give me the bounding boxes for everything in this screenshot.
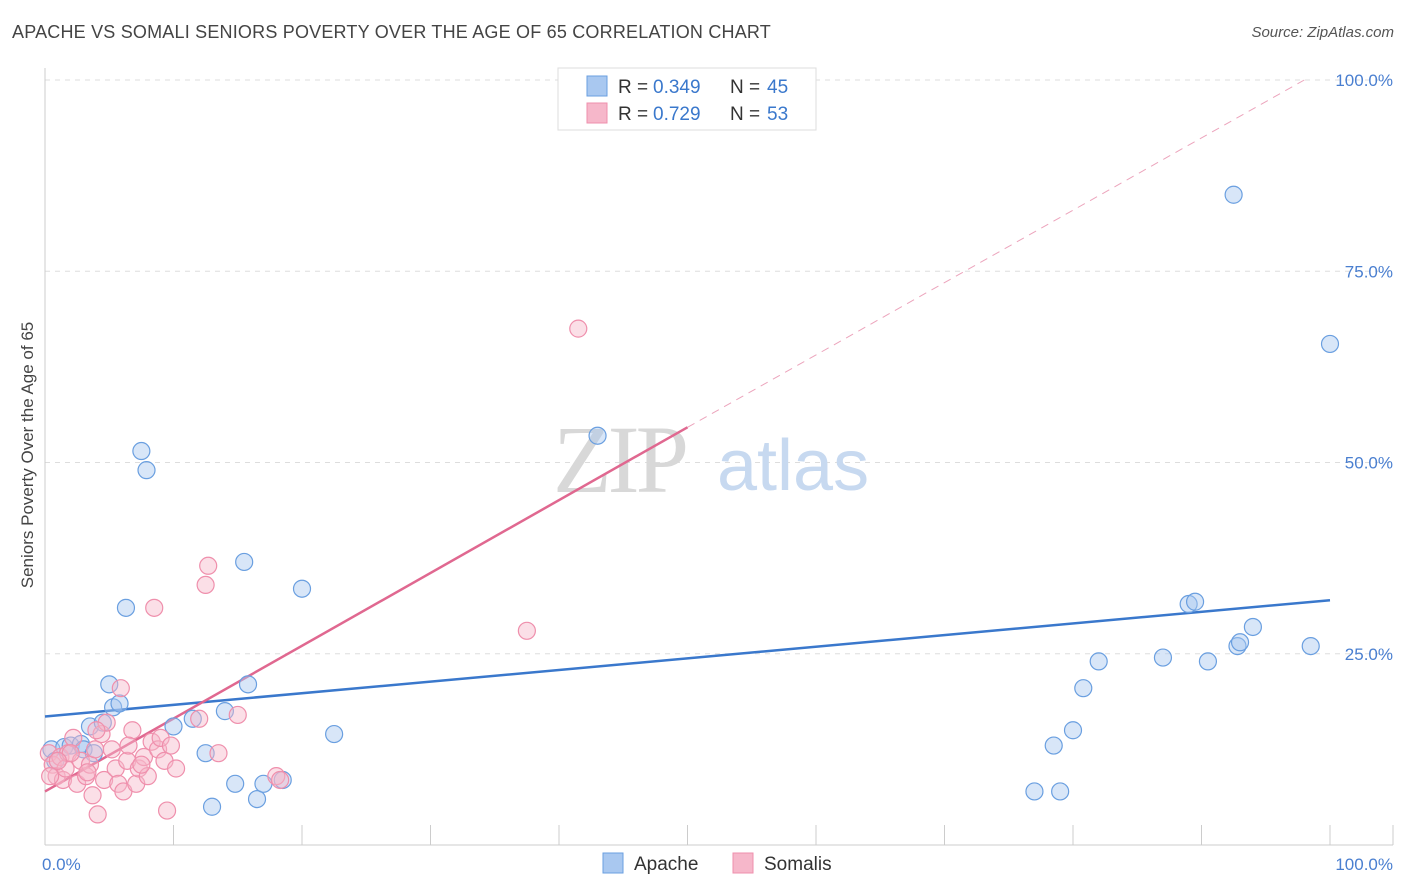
point-somalis-7: [64, 728, 83, 748]
point-somalis-18: [102, 740, 121, 759]
legend-somali-swatch: [586, 102, 608, 124]
point-apache-42: [1243, 617, 1263, 637]
point-apache-16: [183, 709, 202, 728]
point-somalis-36: [166, 759, 186, 778]
point-apache-17: [196, 744, 215, 763]
point-somalis-28: [138, 767, 157, 786]
legend-stats: R = 0.349 N = 45 R = 0.729 N = 53: [557, 67, 817, 131]
legend-apache-r-label: R =: [618, 77, 648, 98]
point-somalis-37: [190, 709, 209, 728]
point-apache-44: [1320, 334, 1340, 354]
legend-somali-r-value: 0.729: [653, 104, 701, 125]
trendline-apache-0: [44, 598, 1331, 718]
legend-bottom-apache-label: Apache: [634, 854, 698, 875]
watermark-atlas: atlas: [717, 426, 869, 506]
point-apache-20: [226, 774, 245, 793]
point-somalis-24: [123, 721, 142, 740]
legend-somali-n-label: N =: [730, 104, 760, 125]
y-axis-label: Seniors Poverty Over the Age of 65: [18, 322, 37, 588]
y-tick-label-100: 100.0%: [1335, 71, 1393, 90]
legend-apache-r-value: 0.349: [653, 77, 701, 98]
trendlines: [44, 79, 1331, 793]
point-apache-29: [1025, 782, 1044, 801]
point-somalis-52: [41, 767, 60, 786]
point-apache-35: [1153, 648, 1173, 667]
point-somalis-30: [145, 598, 164, 617]
x-tick-label-0: 0.0%: [42, 855, 81, 874]
point-apache-9: [100, 675, 119, 694]
point-apache-32: [1063, 721, 1083, 740]
legend-bottom-somali-label: Somalis: [764, 854, 832, 875]
chart-title: APACHE VS SOMALI SENIORS POVERTY OVER TH…: [12, 22, 771, 42]
source-label: Source: ZipAtlas.com: [1251, 24, 1394, 41]
point-apache-38: [1198, 652, 1218, 671]
point-apache-34: [1089, 652, 1108, 671]
point-somalis-50: [78, 763, 97, 782]
legend-apache-n-value: 45: [767, 77, 788, 98]
point-somalis-47: [87, 721, 106, 740]
legend-apache-n-label: N =: [730, 77, 760, 98]
point-apache-14: [137, 461, 156, 480]
y-tick-label-50: 50.0%: [1345, 454, 1393, 473]
point-somalis-14: [88, 805, 107, 824]
point-somalis-40: [209, 744, 228, 763]
point-apache-18: [202, 797, 222, 816]
y-tick-label-25: 25.0%: [1345, 645, 1393, 664]
legend-bottom-somali-swatch: [732, 852, 754, 874]
legend-apache-swatch: [586, 75, 608, 97]
point-apache-39: [1224, 185, 1243, 204]
point-apache-41: [1230, 633, 1250, 652]
point-apache-23: [247, 789, 267, 809]
point-apache-26: [292, 579, 312, 598]
point-somalis-48: [119, 736, 138, 755]
point-apache-11: [110, 694, 129, 713]
y-tick-label-75: 75.0%: [1345, 262, 1393, 281]
point-somalis-51: [132, 755, 151, 774]
watermark: ZIP atlas: [553, 406, 869, 513]
x-tick-label-100: 100.0%: [1335, 855, 1393, 874]
point-somalis-16: [95, 770, 114, 790]
trendline-somalis-2: [687, 79, 1305, 428]
point-somalis-17: [97, 713, 116, 732]
legend-series: Apache Somalis: [602, 852, 832, 875]
point-apache-43: [1301, 636, 1320, 656]
point-somalis-34: [157, 801, 177, 820]
point-somalis-13: [86, 740, 105, 759]
legend-somali-n-value: 53: [767, 104, 788, 125]
point-somalis-38: [196, 575, 215, 595]
point-apache-27: [325, 724, 344, 744]
legend-bottom-apache-swatch: [602, 852, 624, 874]
legend-somali-r-label: R =: [618, 104, 648, 125]
tick-labels: 25.0% 50.0% 75.0% 100.0% 0.0% 100.0%: [42, 71, 1393, 874]
grid-lines: [45, 79, 1393, 655]
trendline-somalis-1: [44, 426, 689, 793]
point-somalis-41: [228, 705, 247, 725]
point-apache-30: [1044, 736, 1063, 755]
point-apache-33: [1074, 679, 1093, 698]
point-somalis-49: [48, 751, 67, 770]
point-somalis-43: [271, 770, 290, 790]
point-somalis-35: [161, 736, 181, 755]
point-apache-21: [235, 552, 254, 572]
point-apache-31: [1051, 782, 1070, 801]
point-somalis-45: [569, 319, 588, 338]
point-apache-37: [1185, 592, 1205, 611]
watermark-zip: ZIP: [553, 406, 686, 513]
point-somalis-21: [111, 679, 130, 698]
point-apache-13: [132, 441, 151, 461]
point-somalis-12: [83, 786, 102, 805]
point-somalis-32: [151, 728, 170, 748]
axes: [44, 68, 1394, 846]
point-apache-28: [588, 426, 607, 445]
point-somalis-44: [517, 621, 536, 640]
data-points: [39, 185, 1340, 824]
point-apache-12: [116, 598, 136, 617]
point-apache-22: [238, 675, 258, 694]
point-apache-15: [164, 717, 183, 736]
point-somalis-39: [199, 556, 218, 575]
